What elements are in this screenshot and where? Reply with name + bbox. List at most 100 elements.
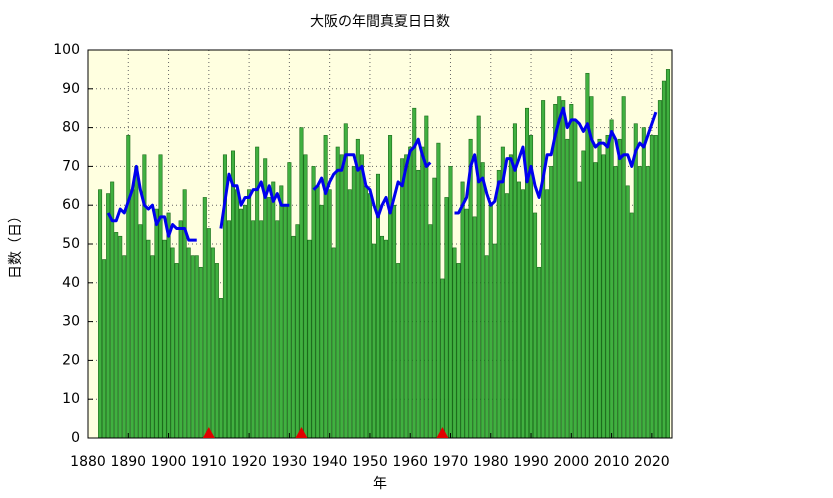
y-tick-label: 60 (62, 197, 80, 213)
bar (162, 239, 167, 439)
bar (472, 216, 477, 439)
bar (641, 127, 646, 439)
bar (520, 189, 525, 439)
bar (174, 263, 179, 439)
y-tick-label: 90 (62, 81, 80, 97)
bar (537, 266, 542, 439)
bar (335, 146, 340, 439)
bar (665, 69, 670, 439)
bar (182, 189, 187, 439)
x-tick-label: 1990 (513, 454, 549, 470)
bar (106, 193, 111, 439)
bar (166, 212, 171, 439)
bar (307, 239, 312, 439)
bar (198, 266, 203, 439)
bar (186, 247, 191, 439)
bar (267, 197, 272, 439)
bar (645, 166, 650, 439)
bar (436, 142, 441, 439)
bar (154, 208, 159, 439)
bar (573, 119, 578, 439)
y-tick-label: 70 (62, 158, 80, 174)
bar (359, 154, 364, 439)
bar (404, 154, 409, 439)
bar (158, 154, 163, 439)
bar (239, 208, 244, 439)
bar (480, 162, 485, 439)
bar (488, 204, 493, 439)
bar (637, 166, 642, 439)
bar (134, 166, 139, 439)
bar (649, 135, 654, 439)
bar (597, 138, 602, 439)
moving-average-line (219, 172, 290, 229)
bar (400, 158, 405, 439)
x-tick-label: 1960 (392, 454, 428, 470)
moving-average-line (454, 106, 658, 215)
bar (138, 224, 143, 439)
y-tick-label: 100 (53, 42, 80, 58)
y-tick-label: 0 (71, 430, 80, 446)
bar (416, 169, 421, 439)
bar (605, 135, 610, 439)
bar (226, 220, 231, 439)
bar (553, 104, 558, 439)
bar (311, 166, 316, 439)
bar (529, 135, 534, 439)
bar (114, 232, 119, 439)
x-axis-label: 年 (373, 476, 387, 492)
bar (448, 166, 453, 439)
bar (593, 162, 598, 439)
bar (613, 166, 618, 439)
moving-average-line (106, 164, 197, 242)
bar (98, 189, 103, 439)
bar (492, 243, 497, 439)
bar (380, 235, 385, 439)
bar (283, 204, 288, 439)
bar (661, 80, 666, 439)
bar (247, 189, 252, 439)
bar (508, 154, 513, 439)
x-tick-label: 2000 (553, 454, 589, 470)
bar (408, 146, 413, 439)
x-tick-label: 1920 (231, 454, 267, 470)
x-tick-label: 1970 (433, 454, 469, 470)
y-axis-label: 日数（日） (8, 209, 24, 279)
bar (319, 204, 324, 439)
bar (609, 119, 614, 439)
bar (295, 224, 300, 439)
bar (347, 189, 352, 439)
y-tick-label: 80 (62, 120, 80, 136)
bar (516, 181, 521, 439)
bar (194, 255, 199, 439)
x-tick-label: 1950 (352, 454, 388, 470)
bar (130, 189, 135, 439)
bar (541, 100, 546, 439)
bar (331, 247, 336, 439)
bar (315, 185, 320, 439)
bar (271, 181, 276, 439)
x-tick-label: 1910 (191, 454, 227, 470)
bar (214, 263, 219, 439)
x-tick-label: 1880 (70, 454, 106, 470)
bar (118, 235, 123, 439)
bar (432, 177, 437, 439)
bar (299, 127, 304, 439)
bar (392, 204, 397, 439)
chart-title: 大阪の年間真夏日日数 (310, 14, 450, 30)
bar (363, 185, 368, 439)
bar (456, 263, 461, 439)
bar (565, 138, 570, 439)
x-tick-label: 1930 (272, 454, 308, 470)
y-tick-label: 50 (62, 236, 80, 252)
bar (126, 135, 131, 439)
bar (243, 204, 248, 439)
bar (388, 135, 393, 439)
bar (500, 146, 505, 439)
bar (569, 104, 574, 439)
x-tick-label: 2020 (634, 454, 670, 470)
x-tick-label: 1900 (151, 454, 187, 470)
x-tick-label: 1940 (312, 454, 348, 470)
bar (202, 197, 207, 439)
